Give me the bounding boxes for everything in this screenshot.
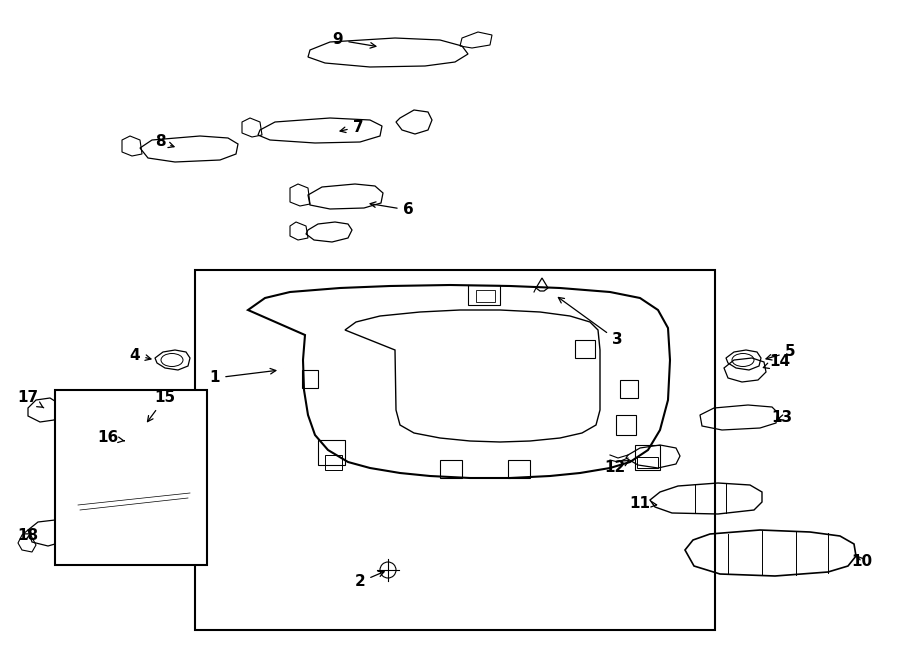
Text: 17: 17	[17, 391, 44, 408]
Text: 7: 7	[340, 120, 364, 134]
Text: 12: 12	[605, 461, 629, 475]
Text: 18: 18	[17, 527, 39, 543]
Text: 2: 2	[355, 571, 384, 590]
Text: 13: 13	[771, 410, 793, 426]
Text: 8: 8	[155, 134, 174, 149]
Polygon shape	[68, 470, 198, 524]
Text: 1: 1	[210, 368, 276, 385]
Text: 9: 9	[333, 32, 376, 48]
Text: 11: 11	[629, 496, 657, 510]
Text: 4: 4	[130, 348, 151, 362]
Text: 3: 3	[558, 297, 622, 348]
Text: 10: 10	[851, 555, 873, 570]
Text: 14: 14	[763, 354, 790, 369]
Bar	[55, 390, 207, 565]
Text: 5: 5	[766, 344, 796, 360]
Text: 15: 15	[148, 391, 176, 422]
Text: 16: 16	[97, 430, 124, 446]
Text: 6: 6	[370, 202, 413, 217]
Bar	[195, 270, 715, 630]
